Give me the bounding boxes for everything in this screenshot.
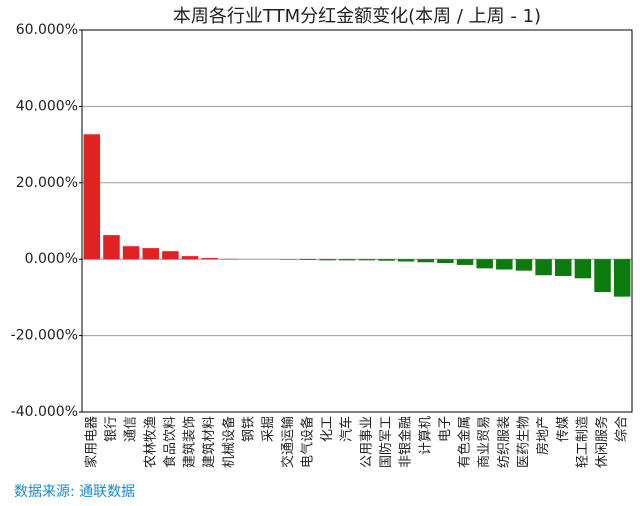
x-tick-label: 房地产 <box>535 416 551 455</box>
bar <box>594 259 611 293</box>
x-tick-label: 综合 <box>615 416 630 442</box>
bar <box>83 134 101 260</box>
y-tick-label: 60.000% <box>16 22 78 38</box>
x-tick-label: 化工 <box>320 416 335 442</box>
x-tick-label: 建筑材料 <box>201 416 217 468</box>
bar <box>299 259 317 260</box>
x-tick-label: 商业贸易 <box>477 416 492 468</box>
y-tick-label: -20.000% <box>11 328 78 344</box>
chart-title: 本周各行业TTM分红金额变化(本周 / 上周 - 1) <box>173 6 541 27</box>
x-tick-label: 纺织服装 <box>497 416 512 468</box>
bar <box>142 248 159 260</box>
bar <box>181 256 199 260</box>
y-tick-label: 20.000% <box>16 175 78 191</box>
bar <box>417 259 434 263</box>
x-tick-label: 银行 <box>104 416 119 442</box>
x-tick-label: 通信 <box>124 416 139 442</box>
bar <box>574 259 592 279</box>
x-tick-label: 钢铁 <box>241 416 256 442</box>
bar <box>496 259 513 270</box>
x-tick-label: 食品饮料 <box>162 416 178 468</box>
plot-frame <box>81 29 633 413</box>
y-tick-label: 0.000% <box>25 251 78 267</box>
x-tick-label: 电子 <box>438 416 453 442</box>
bar <box>535 259 552 276</box>
bar <box>515 259 533 271</box>
x-tick-label: 机械设备 <box>221 416 237 468</box>
bar <box>456 259 474 265</box>
x-tick-label: 公用事业 <box>359 416 374 468</box>
x-tick-label: 国防军工 <box>378 416 394 468</box>
source-note: 数据来源: 通联数据 <box>14 484 135 500</box>
bar <box>122 246 140 260</box>
bar <box>378 259 395 261</box>
x-tick-label: 交通运输 <box>280 416 296 468</box>
bar <box>358 259 376 261</box>
x-tick-label: 计算机 <box>418 416 433 455</box>
x-tick-label: 汽车 <box>339 416 355 442</box>
bar <box>397 259 415 262</box>
bar <box>476 259 493 269</box>
x-tick-label: 休闲服务 <box>594 416 610 468</box>
x-tick-label: 电气设备 <box>299 416 315 468</box>
bar <box>437 259 454 264</box>
x-tick-label: 轻工制造 <box>575 416 590 468</box>
bar <box>162 251 179 260</box>
bar <box>319 259 336 261</box>
x-tick-label: 建筑装饰 <box>182 416 198 468</box>
x-tick-label: 农林牧渔 <box>143 416 158 468</box>
y-tick-label: 40.000% <box>16 98 78 114</box>
x-tick-label: 采掘 <box>261 416 276 442</box>
x-tick-label: 家用电器 <box>83 416 99 468</box>
bar <box>613 259 631 297</box>
bar <box>555 259 572 277</box>
y-tick-label: -40.000% <box>11 404 78 420</box>
x-tick-label: 传媒 <box>556 416 571 442</box>
bar <box>338 259 356 261</box>
x-tick-label: 医药生物 <box>516 416 531 468</box>
x-tick-label: 有色金属 <box>457 416 473 468</box>
bar <box>103 235 120 260</box>
x-tick-label: 非银金融 <box>398 416 414 468</box>
bar <box>201 258 218 260</box>
